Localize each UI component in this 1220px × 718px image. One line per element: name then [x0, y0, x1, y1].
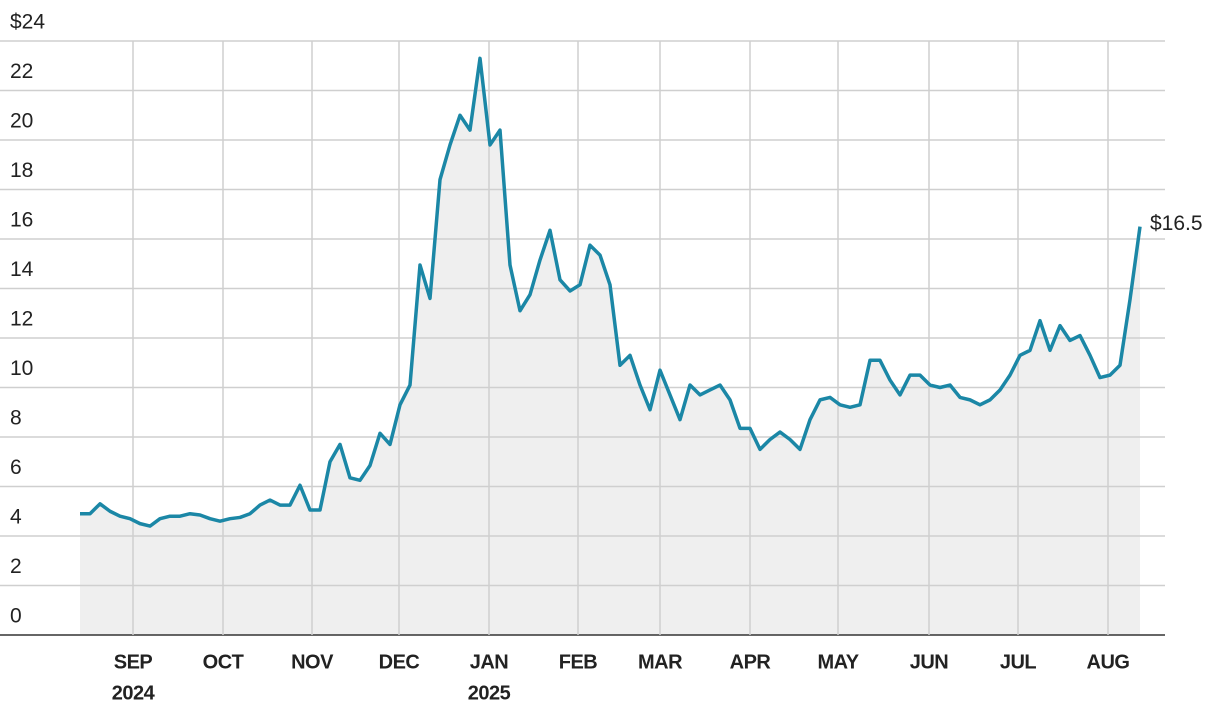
x-tick-label: MAY — [817, 651, 859, 673]
x-tick-label: OCT — [203, 651, 244, 673]
y-tick-label: 20 — [10, 110, 33, 133]
y-tick-label: 12 — [10, 308, 33, 331]
y-tick-label: 4 — [10, 506, 22, 529]
x-tick-label: SEP — [114, 651, 153, 673]
line — [80, 56, 1142, 528]
y-tick-label: 8 — [10, 407, 22, 430]
end-label: $16.5 — [1150, 212, 1203, 235]
y-tick-label: 16 — [10, 209, 33, 232]
y-tick-label: 2 — [10, 555, 22, 578]
x-tick-label: AUG — [1087, 651, 1130, 673]
y-tick-label: 22 — [10, 60, 33, 83]
y-tick-label: 0 — [10, 605, 22, 628]
area — [80, 58, 1140, 635]
y-tick-label: 10 — [10, 357, 33, 380]
y-tick-label: $24 — [10, 11, 45, 34]
year-label: 2024 — [112, 682, 156, 704]
x-tick-label: MAR — [638, 651, 683, 673]
year-label: 2025 — [468, 682, 511, 704]
y-tick-label: 14 — [10, 258, 34, 281]
y-tick-label: 18 — [10, 159, 33, 182]
y-tick-label: 6 — [10, 456, 22, 479]
x-tick-label: DEC — [379, 651, 420, 673]
x-tick-label: APR — [730, 651, 772, 673]
x-tick-label: FEB — [559, 651, 598, 673]
x-tick-label: JUL — [1000, 651, 1037, 673]
x-tick-label: NOV — [291, 651, 334, 673]
x-tick-label: JAN — [470, 651, 509, 673]
x-tick-label: JUN — [910, 651, 949, 673]
